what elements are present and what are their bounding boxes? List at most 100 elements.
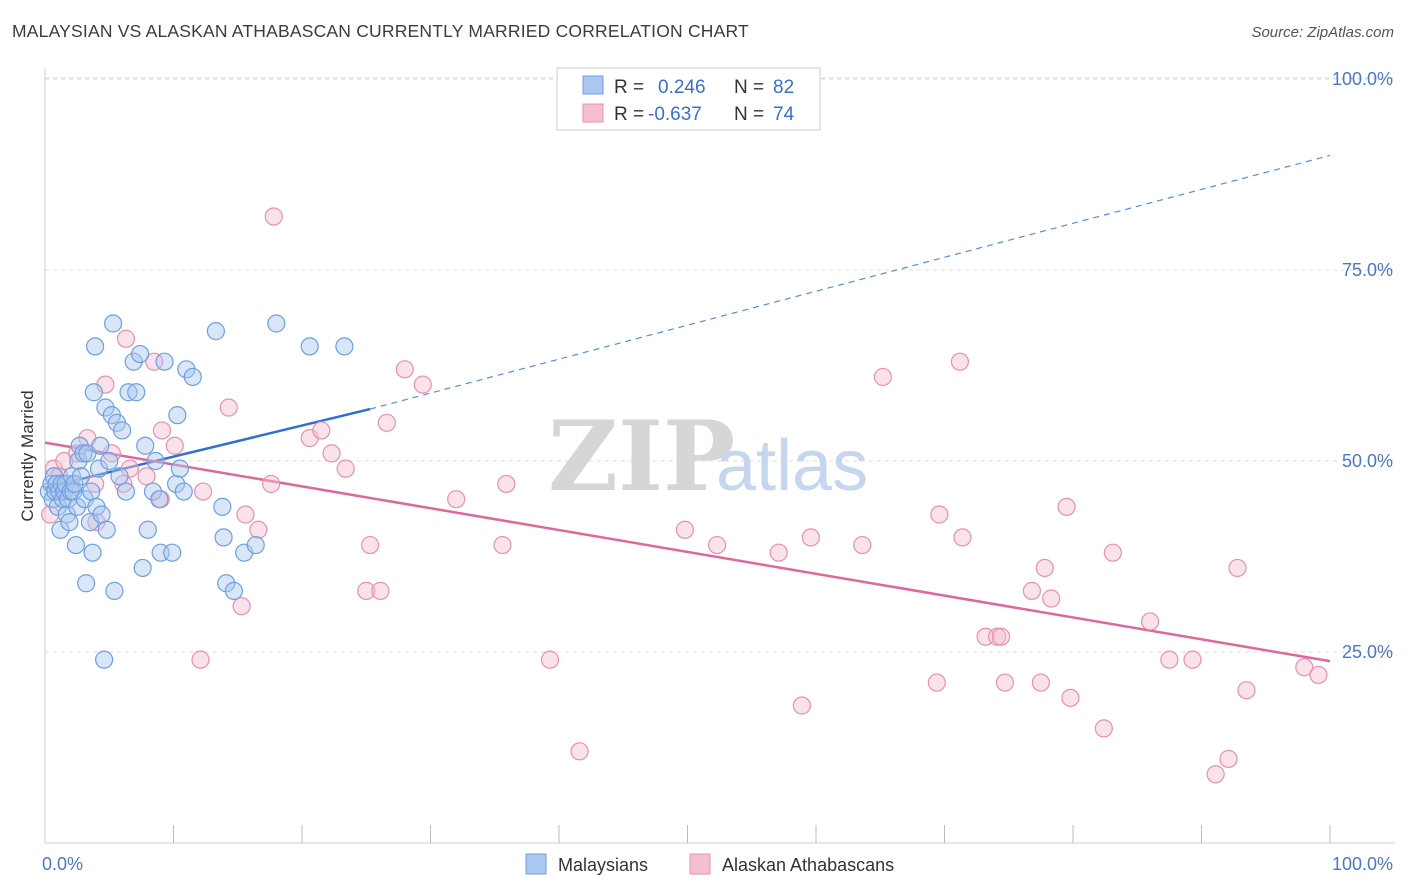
malaysians-point-49 [119, 383, 138, 402]
malaysians-point-61 [163, 543, 182, 562]
malaysians-point-72 [224, 581, 243, 600]
trend-lines [44, 154, 1331, 663]
malaysians-point-60 [155, 352, 174, 371]
alaskan-athabascans-point-37 [447, 490, 466, 509]
malaysians-point-65 [174, 482, 193, 501]
malaysians-point-47 [112, 421, 132, 440]
legend-swatch-alaskan-athabascans [582, 103, 604, 123]
malaysians-point-41 [100, 451, 119, 471]
malaysians-point-35 [89, 459, 109, 478]
alaskan-athabascans-point-42 [675, 520, 695, 539]
malaysians-point-64 [170, 459, 190, 478]
malaysians-point-53 [133, 558, 152, 578]
malaysians-point-55 [138, 520, 157, 539]
alaskan-athabascans-point-59 [1035, 558, 1054, 578]
alaskan-athabascans-point-25 [262, 474, 281, 494]
bottom-legend-label-alaskan-athabascans: Alaskan Athabascans [722, 855, 894, 875]
legend-r-label-1: R = [614, 77, 644, 98]
malaysians-point-24 [71, 467, 91, 486]
alaskan-athabascans-point-70 [1228, 558, 1247, 578]
y-tick-label-1: 50.0% [1342, 451, 1393, 471]
malaysians-point-43 [104, 314, 123, 333]
alaskan-athabascans-point-46 [801, 528, 820, 547]
alaskan-athabascans-point-60 [1042, 589, 1061, 608]
alaskan-athabascans-point-57 [1022, 581, 1041, 600]
alaskan-athabascans-point-41 [570, 742, 589, 761]
alaskan-athabascans-point-43 [707, 535, 727, 555]
alaskan-athabascans-point-58 [1031, 673, 1050, 692]
alaskan-athabascans-point-54 [988, 627, 1007, 646]
x-tick-label-0: 0.0% [42, 854, 83, 874]
malaysians-point-71 [217, 574, 236, 593]
legend-n-label-2: N = [734, 104, 764, 125]
axes [44, 68, 1395, 844]
alaskan-athabascans-point-38 [493, 535, 512, 555]
alaskan-athabascans-point-40 [540, 650, 560, 669]
legend-n-value-1: 82 [773, 77, 794, 98]
alaskan-athabascans-point-14 [137, 467, 156, 486]
malaysians-point-33 [86, 337, 105, 356]
malaysians-point-62 [166, 474, 186, 494]
malaysians-point-25 [74, 444, 93, 463]
alaskan-athabascans-point-65 [1140, 612, 1160, 631]
trend-line-alaskan-athabascans [44, 441, 1331, 663]
alaskan-athabascans-point-21 [219, 398, 238, 417]
malaysians-point-46 [110, 467, 129, 486]
malaysians-point-27 [77, 574, 96, 593]
alaskan-athabascans-point-15 [145, 352, 164, 371]
malaysians-point-36 [91, 436, 110, 455]
alaskan-athabascans-point-31 [357, 581, 376, 600]
grid-lines [45, 77, 1395, 653]
malaysians-point-66 [177, 360, 196, 379]
malaysians-point-21 [68, 497, 87, 516]
alaskan-athabascans-point-45 [792, 696, 811, 715]
bottom-legend-swatch-alaskan-athabascans [689, 853, 711, 875]
source-note: Source: ZipAtlas.com [1251, 24, 1394, 41]
y-tick-labels: 25.0% 50.0% 75.0% 100.0% [1332, 69, 1393, 662]
alaskan-athabascans-point-71 [1237, 681, 1256, 700]
malaysians-point-76 [300, 337, 319, 356]
malaysians-point-48 [116, 482, 136, 501]
malaysians-point-74 [246, 535, 265, 555]
malaysians-point-20 [66, 535, 85, 555]
alaskan-athabascans-point-72 [1295, 658, 1314, 677]
watermark-zip: ZIP [548, 400, 735, 513]
alaskan-athabascans-point-39 [497, 474, 516, 494]
malaysians-point-15 [60, 513, 79, 532]
alaskan-athabascans-point-44 [769, 543, 788, 562]
malaysians-point-30 [82, 482, 101, 501]
malaysians-point-67 [183, 367, 202, 387]
malaysians-point-57 [146, 451, 165, 471]
malaysians-point-38 [95, 650, 114, 669]
alaskan-athabascans-point-66 [1160, 650, 1179, 669]
x-tick-labels: 0.0% 100.0% [42, 854, 1393, 874]
alaskan-athabascans-point-51 [950, 352, 970, 371]
alaskan-athabascans-point-67 [1183, 650, 1202, 669]
malaysians-point-32 [84, 383, 103, 402]
malaysians-point-19 [65, 474, 84, 494]
alaskan-athabascans-point-63 [1094, 719, 1113, 738]
alaskan-athabascans-point-62 [1061, 688, 1080, 707]
malaysians-point-44 [105, 581, 124, 600]
malaysians-point-51 [127, 383, 146, 402]
malaysians-point-68 [206, 322, 226, 341]
alaskan-athabascans-point-48 [873, 367, 892, 387]
malaysians-point-31 [83, 543, 102, 562]
alaskan-athabascans-point-24 [249, 520, 268, 539]
alaskan-athabascans-point-64 [1103, 543, 1122, 562]
alaskan-athabascans-point-20 [193, 482, 213, 501]
alaskan-athabascans-point-47 [853, 535, 872, 555]
alaskan-athabascans-point-52 [953, 528, 972, 547]
malaysians-point-50 [124, 352, 143, 371]
alaskan-athabascans-point-36 [413, 375, 432, 394]
malaysians-point-40 [97, 520, 116, 539]
alaskan-athabascans-point-50 [930, 505, 949, 524]
trend-line-malaysians [44, 407, 371, 489]
alaskan-athabascans-point-32 [361, 535, 380, 555]
alaskan-athabascans-point-26 [264, 207, 283, 226]
bottom-legend-label-malaysians: Malaysians [558, 855, 648, 875]
alaskan-athabascans-point-33 [371, 581, 390, 600]
legend-box: R = 0.246 N = 82 R = -0.637 N = 74 [556, 67, 821, 131]
y-tick-label-3: 100.0% [1332, 69, 1393, 89]
